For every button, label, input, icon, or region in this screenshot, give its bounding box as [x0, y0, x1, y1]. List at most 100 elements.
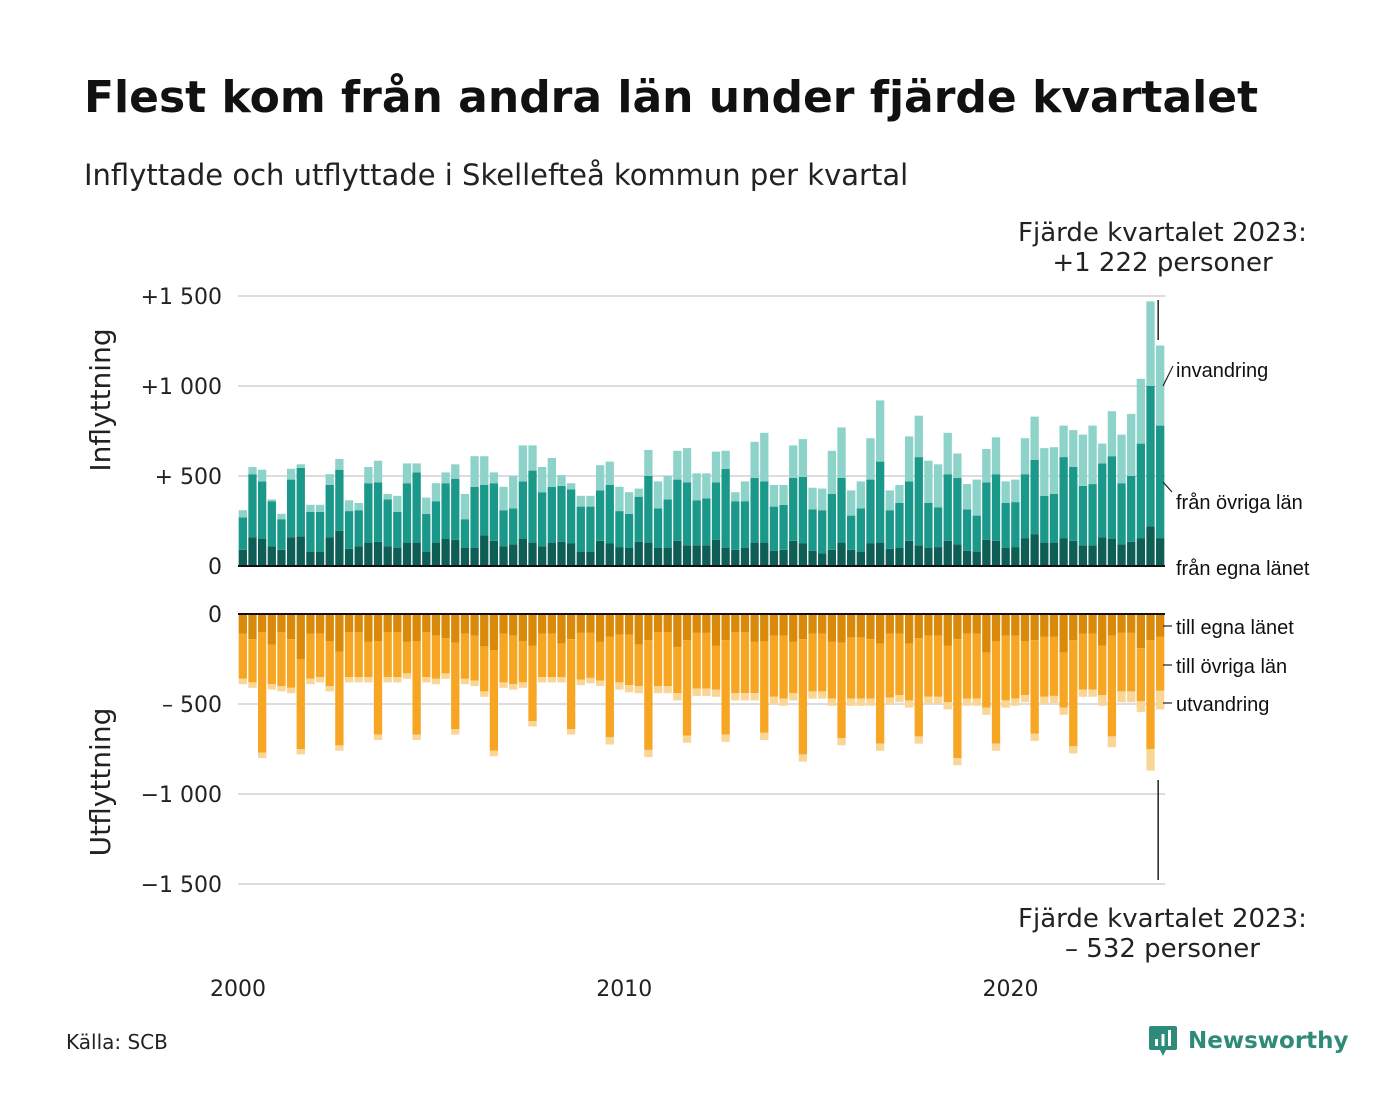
bar-out-other: [1030, 640, 1039, 734]
bar-out-own: [885, 614, 894, 634]
bar-out-other: [1011, 635, 1020, 699]
bar-out-own: [682, 614, 692, 641]
bar-in-other: [489, 483, 499, 541]
bar-in-own: [566, 543, 576, 566]
bar-in-own: [460, 548, 470, 566]
bar-in-other: [1156, 425, 1165, 539]
bar-out-emigration: [924, 696, 933, 704]
bar-out-other: [866, 639, 875, 699]
bar-in-other: [943, 474, 952, 541]
bar-out-own: [480, 614, 489, 647]
bar-in-other: [277, 519, 286, 550]
bar-out-emigration: [798, 754, 808, 762]
bar-in-immigration: [586, 495, 595, 507]
bar-out-emigration: [335, 745, 344, 751]
bar-out-other: [1127, 632, 1136, 692]
bar-out-other: [615, 634, 624, 683]
bar-in-other: [962, 509, 972, 551]
bar-in-immigration: [972, 479, 981, 516]
bar-in-other: [721, 468, 730, 548]
bar-in-immigration: [808, 487, 817, 510]
bar-in-other: [586, 506, 595, 552]
bar-in-own: [885, 548, 894, 566]
bar-in-immigration: [914, 415, 923, 458]
bar-in-other: [306, 512, 315, 552]
bar-out-other: [586, 632, 595, 678]
bar-in-own: [856, 551, 865, 566]
bar-out-own: [711, 614, 721, 646]
bar-in-other: [509, 508, 518, 545]
bar-out-emigration: [1117, 691, 1126, 703]
bar-in-own: [528, 542, 537, 566]
bar-in-own: [1078, 545, 1088, 566]
annotation-top: Fjärde kvartalet 2023: +1 222 personer: [990, 218, 1335, 278]
bar-out-own: [1001, 614, 1010, 636]
bar-out-emigration: [653, 686, 663, 694]
bar-out-emigration: [1069, 746, 1078, 754]
bar-out-emigration: [866, 698, 875, 706]
bar-in-own: [489, 540, 499, 566]
bar-in-immigration: [1049, 447, 1059, 494]
bar-in-other: [422, 513, 431, 552]
bar-out-other: [325, 641, 334, 686]
bar-out-emigration: [306, 678, 315, 685]
bar-out-emigration: [914, 736, 923, 744]
bar-in-immigration: [248, 467, 257, 475]
bar-in-own: [673, 540, 682, 566]
bar-in-own: [991, 540, 1001, 566]
bar-in-other: [837, 477, 846, 543]
bar-out-emigration: [373, 734, 383, 740]
bar-out-other: [518, 641, 528, 683]
bar-in-own: [731, 549, 740, 566]
bar-in-other: [663, 499, 672, 548]
bar-out-own: [856, 614, 865, 638]
bar-in-other: [1117, 483, 1126, 545]
bar-in-own: [1011, 547, 1020, 566]
bar-out-other: [692, 632, 701, 689]
bar-in-other: [818, 510, 827, 554]
bar-out-own: [1049, 614, 1059, 637]
bar-out-emigration: [875, 743, 885, 751]
bar-out-other: [991, 641, 1001, 744]
bar-out-emigration: [470, 680, 479, 686]
bar-out-own: [798, 614, 808, 640]
bar-out-own: [1011, 614, 1020, 636]
bar-in-immigration: [1136, 378, 1146, 444]
in-axis-title: Inflyttning: [84, 328, 117, 471]
bar-out-emigration: [991, 743, 1001, 751]
bar-out-emigration: [1049, 695, 1059, 704]
bar-out-other: [315, 633, 325, 677]
bar-out-emigration: [1059, 707, 1068, 715]
bar-in-own: [1098, 537, 1107, 566]
bar-out-other: [837, 642, 846, 739]
bar-out-own: [605, 614, 614, 637]
bar-in-own: [1146, 526, 1155, 566]
bar-out-emigration: [412, 734, 421, 740]
bar-in-own: [296, 536, 305, 566]
bar-in-own: [1117, 544, 1126, 566]
bar-in-own: [402, 542, 412, 566]
bar-out-own: [566, 614, 576, 640]
bar-in-own: [760, 542, 769, 566]
bar-in-immigration: [653, 481, 663, 509]
bar-out-own: [740, 614, 750, 632]
bar-out-emigration: [634, 686, 643, 694]
bar-in-other: [1107, 456, 1117, 539]
bar-in-immigration: [412, 463, 421, 473]
bar-out-own: [373, 614, 383, 641]
bar-in-other: [470, 486, 479, 548]
bar-out-own: [538, 614, 547, 634]
bar-out-other: [1040, 636, 1049, 697]
bar-in-own: [818, 553, 827, 566]
bar-out-other: [904, 643, 914, 701]
bar-out-other: [673, 647, 682, 694]
out-y-tick-label: 0: [208, 603, 222, 628]
bar-out-own: [953, 614, 962, 640]
bar-out-other: [624, 634, 634, 686]
bar-out-other: [1136, 648, 1146, 702]
bar-in-other: [451, 478, 460, 540]
bar-out-emigration: [972, 698, 981, 706]
bar-in-immigration: [895, 485, 904, 503]
bar-out-other: [296, 659, 305, 749]
bar-out-other: [528, 645, 537, 722]
